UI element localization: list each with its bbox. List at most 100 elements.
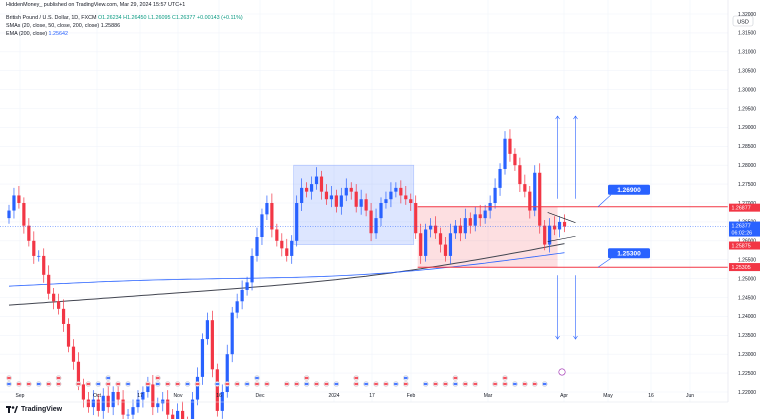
economic-event-flag[interactable] (55, 381, 62, 387)
candle (553, 216, 557, 236)
range-box[interactable] (293, 164, 415, 245)
target-arrow[interactable] (555, 115, 560, 340)
y-tick-label: 1.25000 (738, 276, 756, 282)
economic-event-flag[interactable] (214, 381, 221, 387)
economic-event-flag[interactable] (284, 381, 290, 387)
economic-event-flag[interactable] (254, 375, 260, 381)
ema200-line[interactable] (8, 252, 565, 287)
economic-event-flag[interactable] (145, 381, 151, 387)
x-tick-label: Oct (93, 393, 101, 399)
economic-event-flag[interactable] (432, 381, 439, 387)
economic-event-flag[interactable] (353, 375, 359, 381)
economic-event-flag[interactable] (155, 381, 161, 387)
target-arrow[interactable] (573, 115, 578, 340)
economic-event-flag[interactable] (254, 381, 260, 387)
level-callout[interactable] (608, 184, 650, 195)
economic-event-flag[interactable] (105, 375, 111, 381)
economic-event-flag[interactable] (422, 381, 429, 387)
x-tick-label: Nov (174, 393, 183, 399)
economic-event-flag[interactable] (502, 381, 508, 387)
sma200-line[interactable] (8, 243, 565, 306)
economic-event-flag[interactable] (26, 381, 32, 387)
economic-event-flag[interactable] (393, 381, 399, 387)
economic-event-flag[interactable] (264, 381, 270, 387)
economic-event-flag[interactable] (85, 381, 92, 387)
published-line: HiddenMoney_ published on TradingView.co… (6, 2, 186, 8)
lightning-event-icon[interactable] (558, 368, 566, 376)
economic-event-flag[interactable] (403, 375, 409, 381)
economic-event-flag[interactable] (75, 381, 82, 387)
economic-event-flag[interactable] (313, 381, 320, 387)
economic-event-flag[interactable] (224, 381, 230, 387)
candle (468, 212, 472, 234)
economic-event-flag[interactable] (512, 381, 518, 387)
economic-event-flag[interactable] (244, 381, 250, 387)
ema-legend[interactable]: EMA (200, close) 1.25642 (6, 31, 68, 38)
economic-event-flag[interactable] (532, 381, 538, 387)
currency-label[interactable]: USD (737, 19, 749, 25)
economic-event-flag[interactable] (452, 381, 459, 387)
currency-box[interactable] (732, 15, 754, 27)
economic-event-flag[interactable] (353, 381, 359, 387)
economic-event-flag[interactable] (492, 381, 498, 387)
economic-event-flag[interactable] (45, 381, 52, 387)
candles (7, 129, 567, 419)
y-tick-label: 1.27500 (738, 182, 756, 188)
candle (404, 185, 408, 205)
economic-event-flag[interactable] (234, 381, 240, 387)
y-tick-label: 1.28000 (738, 163, 756, 169)
economic-event-flag[interactable] (6, 375, 12, 381)
level-callout[interactable] (608, 248, 650, 259)
candle (106, 386, 110, 413)
economic-event-flag[interactable] (333, 381, 340, 387)
economic-event-flag[interactable] (165, 381, 171, 387)
economic-event-flag[interactable] (115, 381, 121, 387)
economic-event-flag[interactable] (16, 381, 22, 387)
economic-event-flag[interactable] (174, 381, 181, 387)
symbol-name[interactable]: British Pound / U.S. Dollar, 1D, FXCM (6, 15, 97, 21)
economic-event-flag[interactable] (502, 375, 508, 381)
economic-event-flag[interactable] (105, 381, 111, 387)
economic-event-flag[interactable] (323, 381, 330, 387)
y-tick-label: 1.29000 (738, 125, 756, 131)
economic-event-flag[interactable] (95, 381, 101, 387)
candle (275, 223, 279, 247)
candle (359, 189, 363, 215)
candle (473, 206, 477, 232)
pennant-lines[interactable] (547, 212, 576, 242)
candle (270, 193, 274, 238)
economic-event-flag[interactable] (472, 381, 478, 387)
economic-event-flag[interactable] (363, 381, 369, 387)
economic-event-flag[interactable] (373, 381, 379, 387)
candle (528, 185, 532, 219)
economic-event-flag[interactable] (125, 381, 131, 387)
ema-label: EMA (200, close) (6, 31, 48, 37)
economic-event-flag[interactable] (522, 381, 528, 387)
economic-event-flag[interactable] (303, 381, 310, 387)
moving-averages (8, 243, 565, 306)
candle (245, 276, 249, 296)
economic-event-flag[interactable] (452, 375, 459, 381)
economic-event-flag[interactable] (194, 381, 201, 387)
economic-event-flag[interactable] (55, 375, 62, 381)
y-tick-label: 1.23000 (738, 352, 756, 358)
candle (86, 392, 90, 413)
candle (260, 208, 264, 245)
x-tick-label: Jun (686, 393, 694, 399)
candle (364, 193, 368, 217)
sma-legend[interactable]: SMAs (20, close, 50, close, 200, close) … (6, 23, 120, 30)
economic-event-flag[interactable] (541, 381, 548, 387)
economic-event-flag[interactable] (6, 381, 12, 387)
tradingview-logo[interactable]: TradingView (6, 406, 62, 413)
economic-event-flag[interactable] (293, 381, 300, 387)
economic-event-flag[interactable] (403, 381, 409, 387)
economic-event-flag[interactable] (36, 381, 42, 387)
candle (419, 223, 423, 264)
economic-event-flag[interactable] (184, 381, 191, 387)
economic-event-flag[interactable] (303, 375, 310, 381)
economic-event-flag[interactable] (155, 375, 161, 381)
economic-event-flag[interactable] (462, 381, 469, 387)
economic-event-flag[interactable] (383, 381, 389, 387)
economic-event-flag[interactable] (442, 381, 449, 387)
